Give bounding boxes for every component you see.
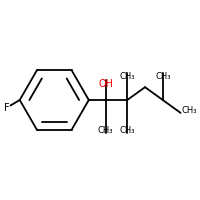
Text: CH₃: CH₃ [98, 126, 113, 135]
Text: CH₃: CH₃ [120, 126, 135, 135]
Text: CH₃: CH₃ [182, 106, 197, 115]
Text: CH₃: CH₃ [155, 72, 171, 81]
Text: OH: OH [98, 79, 113, 89]
Text: CH₃: CH₃ [120, 72, 135, 81]
Text: F: F [4, 103, 10, 113]
